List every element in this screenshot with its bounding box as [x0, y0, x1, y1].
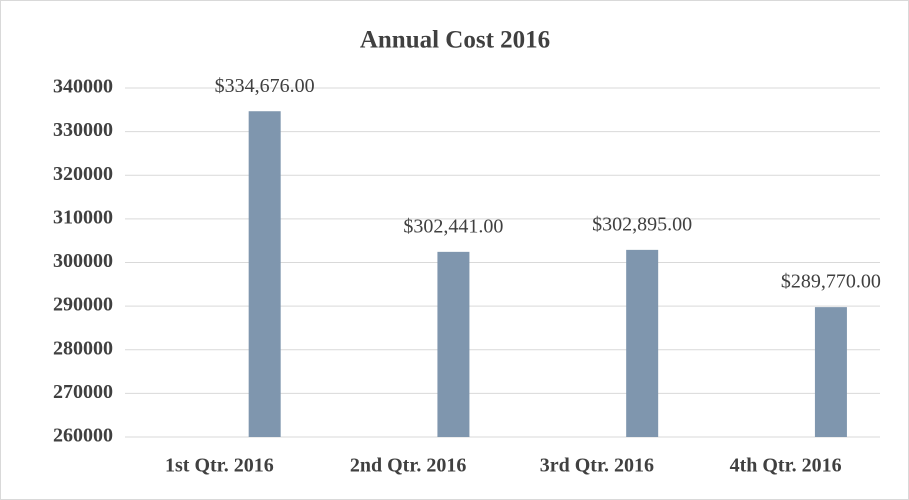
bar	[814, 307, 847, 437]
y-tick-label: 340000	[53, 76, 113, 98]
x-tick-label: 3rd Qtr. 2016	[540, 455, 654, 477]
y-tick-label: 280000	[53, 337, 113, 359]
x-tick-label: 4th Qtr. 2016	[730, 455, 842, 477]
y-tick-label: 310000	[53, 206, 113, 228]
data-label: $302,441.00	[403, 215, 503, 237]
y-tick-label: 260000	[53, 425, 113, 447]
bar	[626, 249, 659, 437]
x-tick-label: 2nd Qtr. 2016	[350, 455, 467, 477]
bar	[437, 251, 470, 437]
chart-title: Annual Cost 2016	[360, 27, 550, 54]
data-label: $289,770.00	[781, 271, 881, 293]
y-tick-label: 320000	[53, 163, 113, 185]
y-tick-label: 330000	[53, 119, 113, 141]
data-label: $334,676.00	[215, 75, 315, 97]
y-tick-label: 300000	[53, 250, 113, 272]
bar	[248, 111, 281, 437]
x-tick-label: 1st Qtr. 2016	[165, 455, 274, 477]
y-tick-label: 290000	[53, 294, 113, 316]
data-label: $302,895.00	[592, 213, 692, 235]
y-tick-label: 270000	[53, 381, 113, 403]
